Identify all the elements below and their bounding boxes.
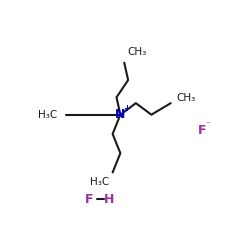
Text: H₃C: H₃C [90,177,110,187]
Text: CH₃: CH₃ [176,93,196,103]
Text: +: + [123,104,130,113]
Text: F: F [198,124,206,136]
Text: H: H [104,193,114,206]
Text: ⁻: ⁻ [206,120,210,130]
Text: CH₃: CH₃ [127,47,146,57]
Text: H₃C: H₃C [38,110,57,120]
Text: F: F [85,193,94,206]
Text: N: N [115,108,126,121]
